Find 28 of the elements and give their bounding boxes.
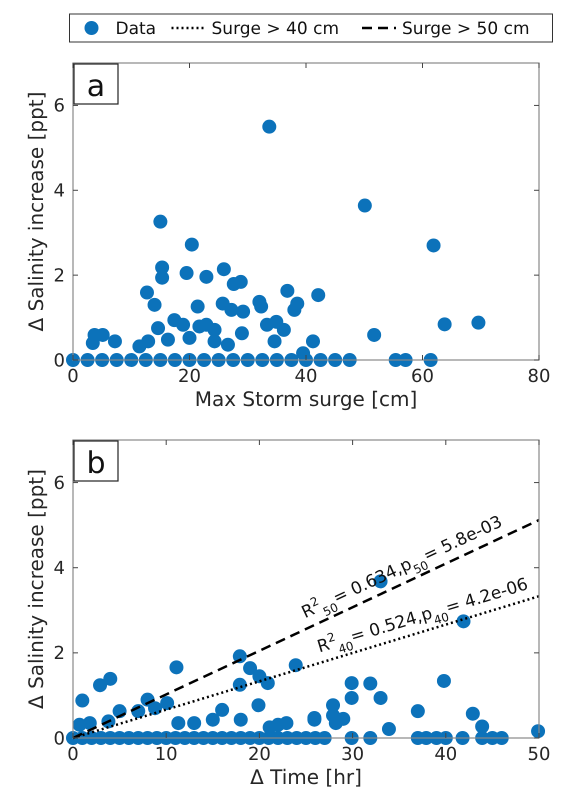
y-tick-label: 6 — [54, 472, 65, 494]
y-tick-label: 0 — [54, 728, 65, 750]
y-tick-label: 4 — [54, 558, 65, 580]
legend-label: Surge > 40 cm — [212, 18, 339, 39]
y-tick-label: 2 — [54, 265, 65, 286]
x-tick-label: 50 — [528, 744, 550, 765]
x-tick-label: 80 — [528, 366, 550, 387]
x-tick-label: 40 — [294, 366, 318, 387]
x-axis-title: Max Storm surge [cm] — [194, 387, 418, 411]
x-tick-label: 0 — [67, 366, 79, 387]
chart-title: a — [86, 69, 106, 104]
y-tick-label: 2 — [54, 643, 65, 664]
x-tick-label: 30 — [341, 744, 364, 765]
x-tick-label: 60 — [411, 366, 434, 387]
x-tick-label: 20 — [178, 366, 201, 387]
legend-label: Surge > 50 cm — [402, 18, 530, 39]
y-tick-label: 4 — [54, 180, 65, 202]
chart-title: b — [86, 446, 106, 481]
x-tick-label: 10 — [154, 744, 178, 765]
y-tick-label: 6 — [54, 96, 65, 117]
y-axis-title: Δ Salinity increase [ppt] — [24, 469, 48, 709]
y-tick-label: 0 — [54, 350, 65, 372]
x-tick-label: 40 — [434, 744, 458, 765]
x-tick-label: 20 — [248, 744, 271, 765]
x-axis-title: Δ Time [hr] — [250, 765, 362, 789]
x-tick-label: 0 — [67, 744, 79, 765]
legend-label: Data — [116, 18, 156, 39]
y-axis-title: Δ Salinity increase [ppt] — [24, 92, 48, 332]
